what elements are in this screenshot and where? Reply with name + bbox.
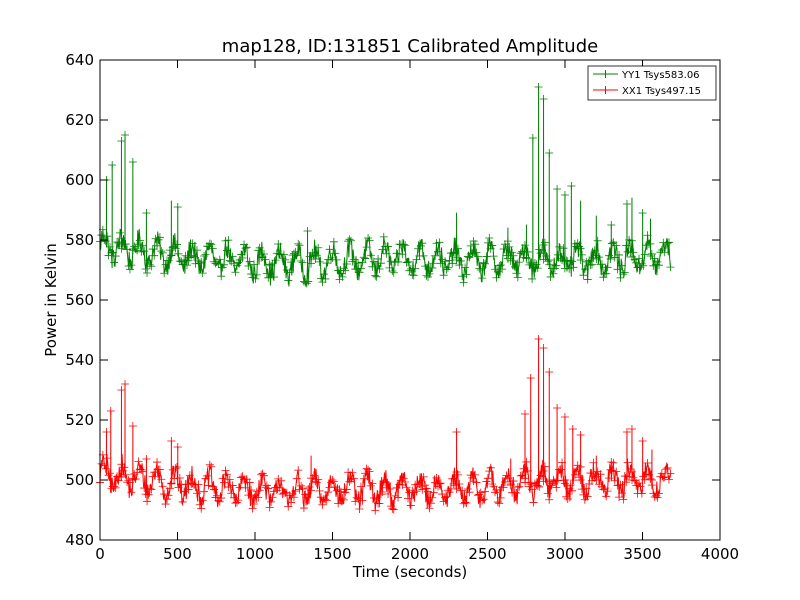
legend-marker (601, 86, 610, 94)
x-tick-label: 2500 (468, 545, 506, 563)
y-tick-label: 560 (65, 291, 94, 309)
legend-marker (601, 70, 610, 78)
legend-label-xx1: XX1 Tsys497.15 (622, 86, 701, 97)
y-tick-label: 520 (65, 411, 94, 429)
series-xx1 (96, 335, 675, 515)
plot-series (96, 83, 675, 515)
x-tick-label: 1000 (236, 545, 274, 563)
legend-box (587, 65, 717, 101)
x-tick-label: 3500 (623, 545, 661, 563)
legend: YY1 Tsys583.06 XX1 Tsys497.15 (587, 65, 717, 101)
y-tick-label: 500 (65, 471, 94, 489)
legend-label-yy1: YY1 Tsys583.06 (621, 70, 700, 81)
x-tick-label: 3000 (546, 545, 584, 563)
x-tick-label: 0 (95, 545, 105, 563)
y-tick-label: 640 (65, 51, 94, 69)
x-tick-label: 500 (163, 545, 192, 563)
x-axis: 0 500 1000 1500 2000 2500 3000 3500 4000 (95, 60, 739, 563)
y-tick-label: 540 (65, 351, 94, 369)
y-tick-label: 600 (65, 171, 94, 189)
y-axis: 480 500 520 540 560 580 600 620 640 (65, 51, 720, 549)
chart-title: map128, ID:131851 Calibrated Amplitude (222, 36, 598, 57)
x-tick-label: 4000 (701, 545, 739, 563)
y-tick-label: 620 (65, 111, 94, 129)
y-tick-label: 480 (65, 531, 94, 549)
y-tick-label: 580 (65, 231, 94, 249)
x-tick-label: 1500 (313, 545, 351, 563)
y-axis-label: Power in Kelvin (42, 243, 60, 357)
x-tick-label: 2000 (391, 545, 429, 563)
x-axis-label: Time (seconds) (352, 563, 468, 581)
